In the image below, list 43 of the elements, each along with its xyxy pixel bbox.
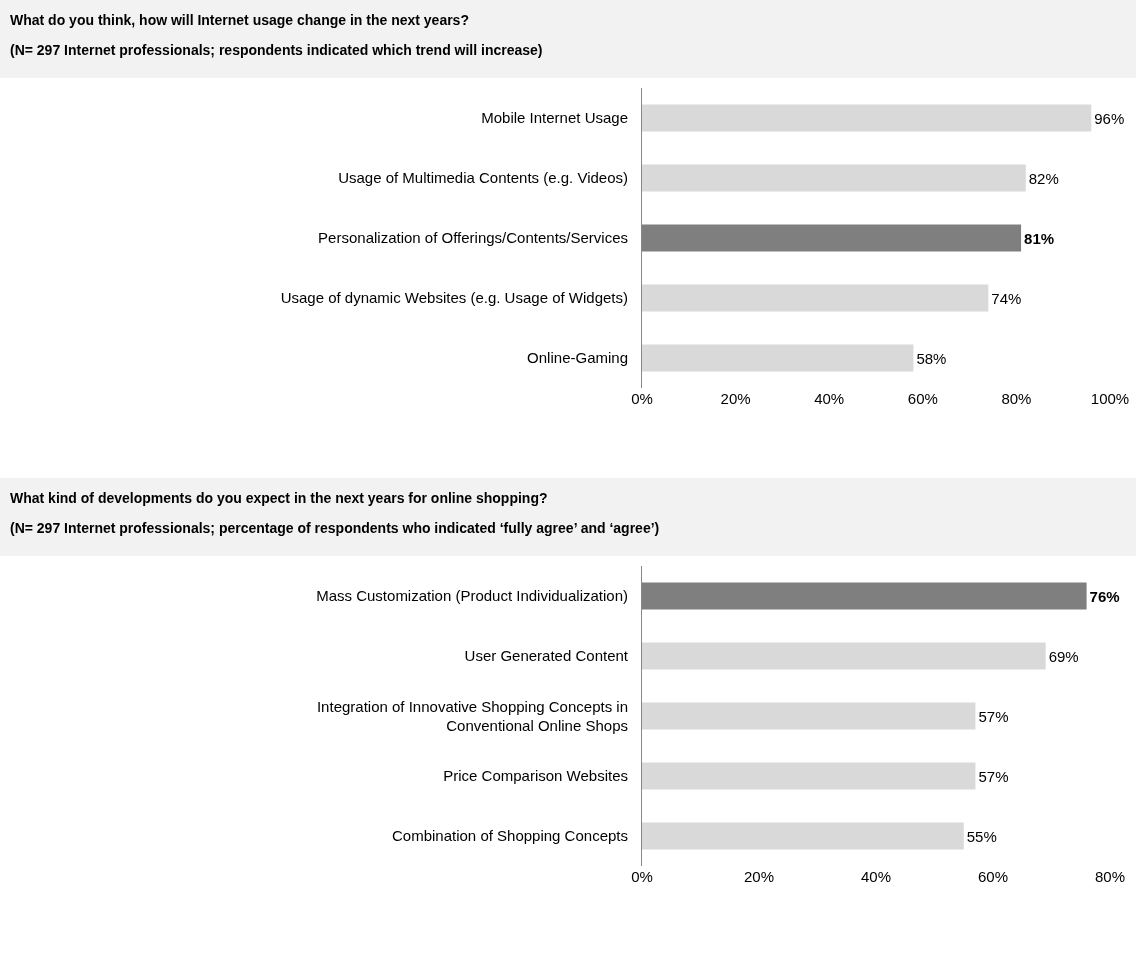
bar (642, 822, 964, 850)
bar (642, 762, 976, 790)
x-tick-label: 0% (631, 390, 653, 407)
data-label: 57% (978, 767, 1009, 785)
bar (642, 104, 1092, 132)
data-label: 55% (966, 827, 997, 845)
y-tick-label: Usage of dynamic Websites (e.g. Usage of Widgets) (280, 289, 628, 307)
text: What do you think, how will Internet usage change in the next years? (10, 12, 470, 28)
x-tick-label: 60% (977, 868, 1009, 885)
y-tick-label: Combination of Shopping Concepts (392, 827, 628, 845)
data-label: 96% (1094, 109, 1125, 127)
bar (642, 344, 914, 372)
y-tick-label: Online-Gaming (527, 349, 628, 367)
y-tick-label: Mobile Internet Usage (481, 109, 628, 127)
data-label: 69% (1048, 647, 1079, 665)
y-tick-label: Personalization of Offerings/Contents/Services (318, 229, 628, 247)
text: What kind of developments do you expect in the next years for online shopping? (10, 490, 549, 506)
data-label: 76% (1089, 587, 1120, 605)
text: (N= 297 Internet professionals; respondents indicated which trend will increase) (10, 42, 544, 58)
bar (642, 642, 1046, 670)
bar (642, 284, 989, 312)
data-label: 81% (1024, 229, 1055, 247)
y-tick-label: Price Comparison Websites (443, 767, 628, 785)
data-label: 82% (1028, 169, 1059, 187)
data-label: 74% (991, 289, 1022, 307)
y-tick-label: User Generated Content (464, 647, 629, 665)
x-tick-label: 100% (1090, 390, 1130, 407)
x-tick-label: 80% (1001, 390, 1032, 407)
x-tick-label: 20% (743, 868, 775, 885)
x-tick-label: 60% (907, 390, 938, 407)
bar (642, 702, 976, 730)
x-tick-label: 80% (1094, 868, 1126, 885)
y-tick-label: Mass Customization (Product Individualization) (316, 587, 628, 605)
x-tick-label: 20% (720, 390, 751, 407)
y-tick-label: Usage of Multimedia Contents (e.g. Videos) (338, 169, 628, 187)
bar (642, 164, 1026, 192)
x-tick-label: 40% (814, 390, 845, 407)
y-tick-label: Integration of Innovative Shopping Concepts in Conventional Online Shops (316, 697, 628, 734)
data-label: 58% (916, 349, 947, 367)
text: (N= 297 Internet professionals; percentage of respondents who indicated ‘fully agree’ and ‘agree’) (10, 520, 661, 536)
x-tick-label: 40% (860, 868, 892, 885)
data-label: 57% (978, 707, 1009, 725)
x-tick-label: 0% (631, 868, 653, 885)
